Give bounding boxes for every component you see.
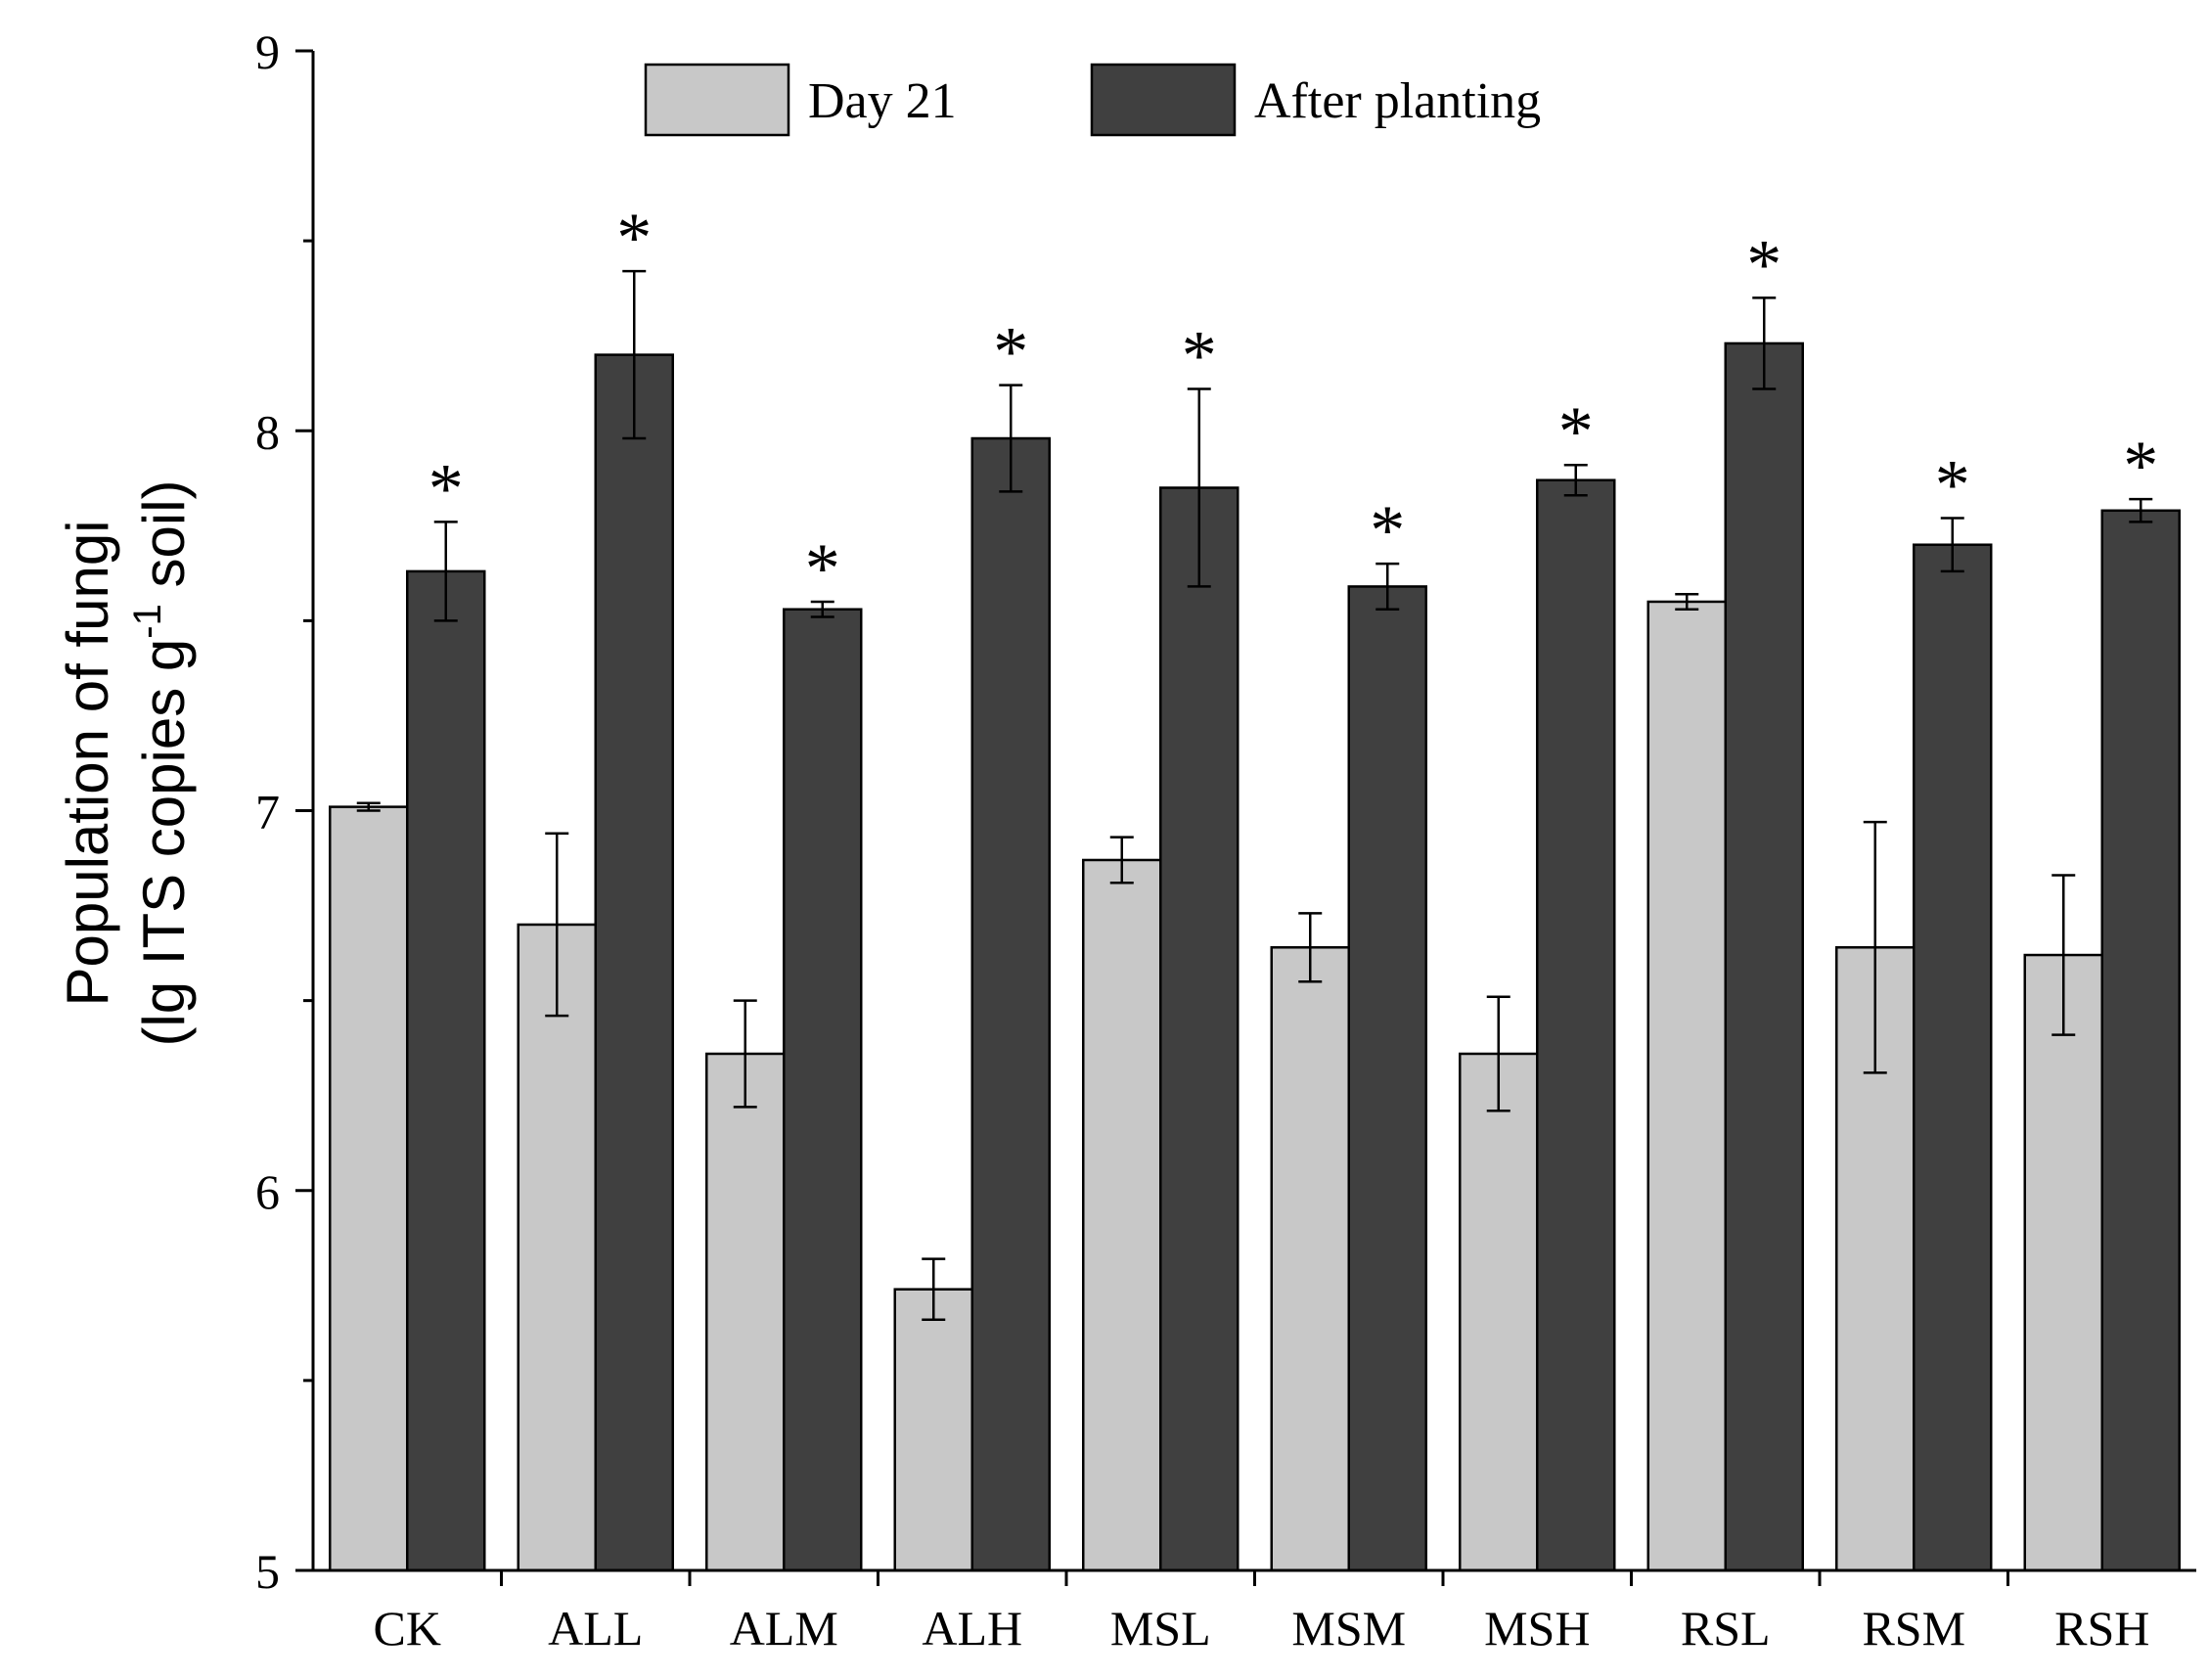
y-axis-title: Population of fungi (lg ITS copies g-1 s… [55, 479, 197, 1046]
bar-day21-alh [893, 1288, 973, 1572]
x-tick-label-rsl: RSL [1681, 1601, 1771, 1656]
x-tick-label-msh: MSH [1484, 1601, 1590, 1656]
significance-star-rsl: * [1746, 225, 1781, 303]
plot-area: * * * * * * * * * * [329, 199, 2181, 1572]
significance-star-msh: * [1558, 392, 1594, 471]
x-tick-label-all: ALL [548, 1601, 643, 1656]
significance-star-msl: * [1182, 317, 1217, 395]
bar-day21-all [517, 923, 597, 1572]
bar-day21-msh [1459, 1052, 1539, 1572]
bar-after-planting-msm [1347, 585, 1427, 1572]
y-tick-label-5: 5 [255, 1544, 280, 1599]
legend-label-day21: Day 21 [808, 73, 957, 129]
x-tick-label-ck: CK [374, 1601, 441, 1656]
x-tick-label-rsm: RSM [1862, 1601, 1965, 1656]
y-tick-label-6: 6 [255, 1164, 280, 1219]
bar-after-planting-rsl [1724, 341, 1804, 1572]
significance-star-alm: * [805, 529, 840, 608]
bar-day21-ck [329, 805, 409, 1572]
legend: Day 21 After planting [644, 63, 1541, 137]
bar-after-planting-ck [406, 569, 486, 1572]
significance-star-alh: * [993, 313, 1028, 391]
y-axis-title-line2: (lg ITS copies g-1 soil) [126, 479, 197, 1046]
x-tick-label-msl: MSL [1110, 1601, 1211, 1656]
bar-day21-msl [1082, 858, 1162, 1572]
y-tick-label-9: 9 [255, 24, 280, 79]
y-tick-label-7: 7 [255, 785, 280, 840]
bar-after-planting-all [594, 353, 674, 1572]
significance-star-all: * [616, 199, 652, 277]
bar-after-planting-alh [970, 436, 1051, 1572]
bar-after-planting-msl [1159, 486, 1240, 1572]
x-tick-label-alh: ALH [922, 1601, 1022, 1656]
x-tick-label-msm: MSM [1291, 1601, 1406, 1656]
bar-day21-msm [1270, 946, 1350, 1572]
y-axis-title-sup: -1 [126, 604, 169, 639]
legend-label-after-planting: After planting [1254, 73, 1541, 129]
legend-swatch-after-planting [1090, 63, 1237, 137]
bar-after-planting-rsm [1913, 543, 1993, 1572]
x-tick-label-alm: ALM [730, 1601, 838, 1656]
significance-star-ck: * [428, 449, 464, 527]
significance-star-rsh: * [2123, 427, 2158, 505]
bar-after-planting-alm [783, 608, 863, 1572]
bar-day21-rsh [2023, 953, 2103, 1572]
y-tick-label-8: 8 [255, 404, 280, 459]
bar-after-planting-rsh [2100, 509, 2181, 1572]
x-tick-label-rsh: RSH [2054, 1601, 2149, 1656]
bar-day21-alm [705, 1052, 786, 1572]
y-axis-title-line1: Population of fungi [55, 520, 120, 1006]
bar-after-planting-msh [1536, 478, 1616, 1572]
y-axis-title-prefix: (lg ITS copies g [131, 639, 197, 1047]
axes: CK ALL ALM ALH MSL MSM MSH RSL RSM RSH 5 6 7 8 9 [255, 24, 2196, 1656]
y-axis-title-suffix: soil) [131, 479, 197, 604]
legend-swatch-day21 [644, 63, 790, 137]
significance-star-rsm: * [1935, 446, 1970, 524]
significance-star-msm: * [1370, 491, 1405, 569]
bar-day21-rsl [1646, 600, 1727, 1572]
